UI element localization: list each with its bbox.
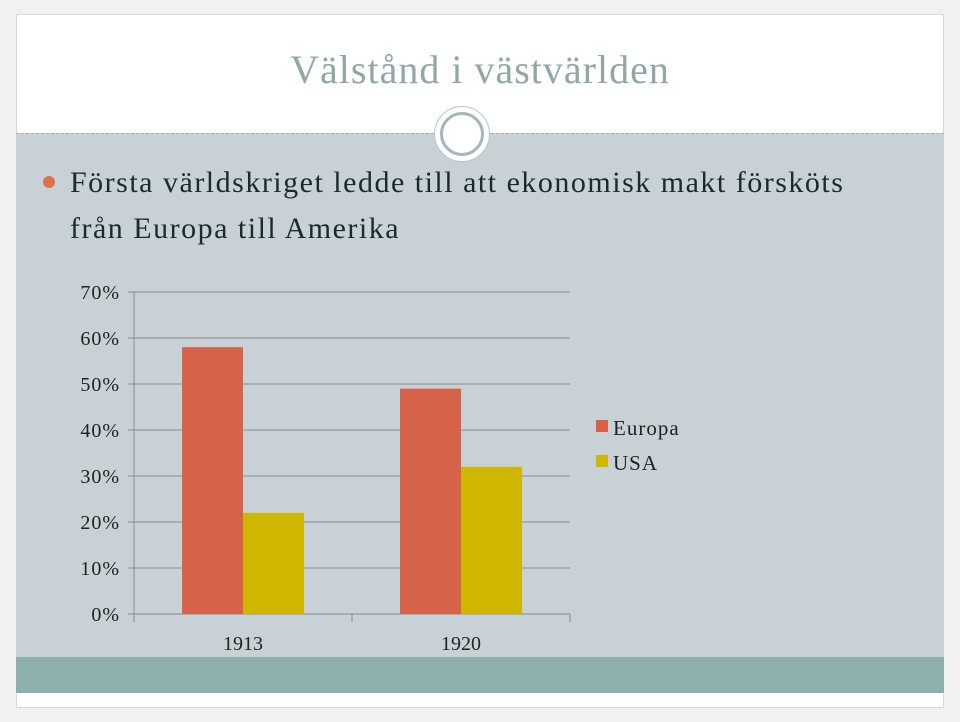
y-tick-label: 40% <box>80 420 120 442</box>
bar-usa-1920 <box>461 466 522 614</box>
y-tick-label: 30% <box>80 466 120 488</box>
bar-usa-1913 <box>243 512 304 614</box>
legend-swatch-europa <box>596 420 608 432</box>
bar-europa-1913 <box>182 347 243 614</box>
x-tick-label: 1920 <box>441 633 481 655</box>
bullet-dot-icon <box>43 176 55 188</box>
footer-band <box>16 657 944 693</box>
legend-swatch-usa <box>596 455 608 467</box>
y-tick-label: 60% <box>80 328 120 350</box>
y-tick-label: 50% <box>80 374 120 396</box>
y-tick-label: 70% <box>80 282 120 304</box>
slide-title: Välstånd i västvärlden <box>290 47 670 92</box>
circle-ornament-icon <box>434 106 490 162</box>
y-tick-label: 0% <box>91 604 120 626</box>
circle-ornament-inner <box>440 112 484 156</box>
bullet-text: Första världskriget ledde till att ekono… <box>70 166 845 245</box>
legend-label-europa: Europa <box>613 416 680 440</box>
y-tick-label: 10% <box>80 558 120 580</box>
legend-label-usa: USA <box>613 451 658 475</box>
x-tick-label: 1913 <box>223 633 263 655</box>
y-tick-label: 20% <box>80 512 120 534</box>
bar-europa-1920 <box>400 388 461 614</box>
